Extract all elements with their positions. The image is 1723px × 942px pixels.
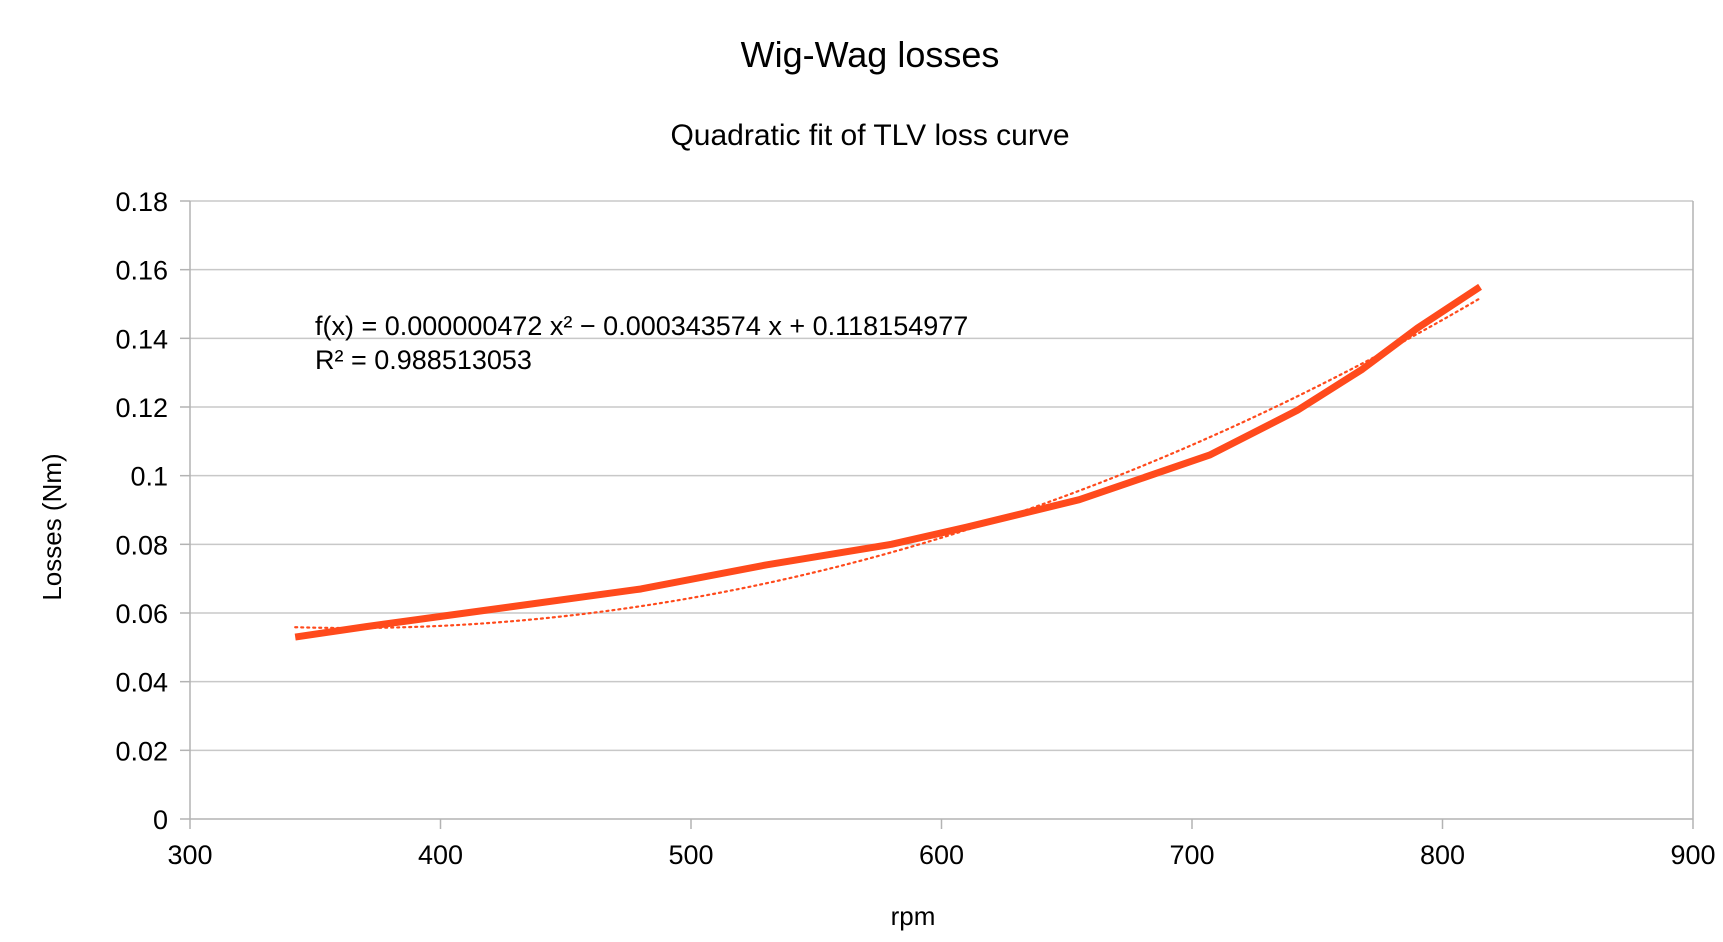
trendline-equation: f(x) = 0.000000472 x² − 0.000343574 x + … <box>315 311 968 341</box>
y-tick-label: 0.04 <box>115 668 168 698</box>
chart-subtitle: Quadratic fit of TLV loss curve <box>670 119 1069 152</box>
trendline-path <box>294 297 1482 630</box>
x-tick-label: 900 <box>1670 840 1715 870</box>
grid-lines <box>190 200 1693 752</box>
y-tick-label: 0.02 <box>115 736 168 766</box>
trendline-r2: R² = 0.988513053 <box>315 345 532 375</box>
y-tick-label: 0.08 <box>115 530 168 560</box>
x-tick-label: 400 <box>418 840 463 870</box>
y-tick-label: 0 <box>153 805 168 835</box>
chart-title: Wig-Wag losses <box>741 34 1000 75</box>
y-tick-label: 0.18 <box>115 187 168 217</box>
y-tick-label: 0.16 <box>115 256 168 286</box>
x-axis-label: rpm <box>891 901 936 931</box>
tick-labels: 0 0.02 0.04 0.06 0.08 0.1 0.12 0.14 0.16 0.18 300 4… <box>115 187 1715 870</box>
y-tick-label: 0.1 <box>130 462 168 492</box>
x-tick-label: 700 <box>1169 840 1214 870</box>
x-tick-label: 300 <box>167 840 212 870</box>
y-tick-label: 0.12 <box>115 393 168 423</box>
y-axis-label: Losses (Nm) <box>37 453 67 600</box>
series-group <box>294 283 1482 641</box>
axes <box>180 200 1694 829</box>
x-tick-label: 500 <box>668 840 713 870</box>
y-tick-label: 0.14 <box>115 324 168 354</box>
x-tick-label: 600 <box>919 840 964 870</box>
y-tick-label: 0.06 <box>115 599 168 629</box>
trendline-group <box>294 297 1482 630</box>
x-tick-label: 800 <box>1420 840 1465 870</box>
